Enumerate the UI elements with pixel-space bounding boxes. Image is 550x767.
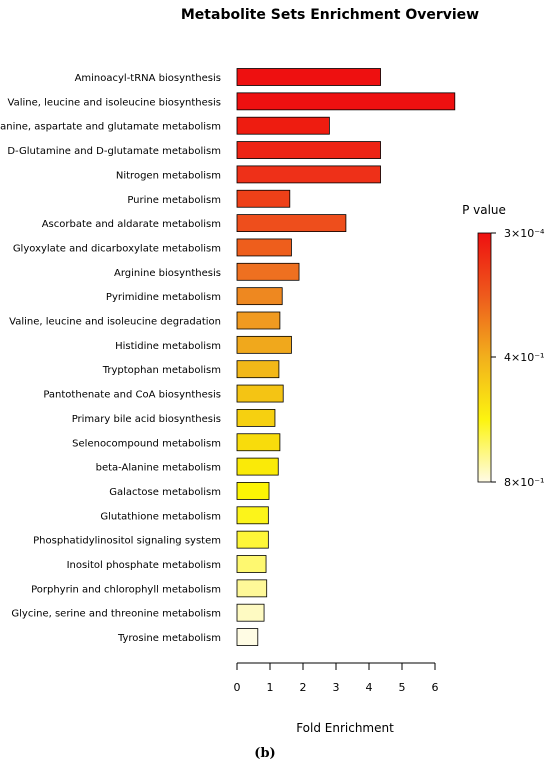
category-label: Glutathione metabolism xyxy=(100,511,221,522)
bar xyxy=(236,116,330,135)
category-labels: Aminoacyl-tRNA biosynthesis Valine, leuci… xyxy=(0,73,221,644)
category-label: Alanine, aspartate and glutamate metabol… xyxy=(0,122,221,133)
legend-tick-label: 8×10⁻¹ xyxy=(504,476,544,489)
chart-title: Metabolite Sets Enrichment Overview xyxy=(181,7,479,23)
category-label: Primary bile acid biosynthesis xyxy=(72,414,221,425)
category-label: Ascorbate and aldarate metabolism xyxy=(42,219,221,230)
category-label: Glycine, serine and threonine metabolism xyxy=(11,609,221,620)
bar xyxy=(236,165,381,184)
bar xyxy=(236,287,283,306)
category-label: Inositol phosphate metabolism xyxy=(67,560,221,571)
bar xyxy=(236,68,381,86)
category-label: Nitrogen metabolism xyxy=(116,170,221,181)
bar xyxy=(236,92,456,111)
category-label: Porphyrin and chlorophyll metabolism xyxy=(31,584,221,595)
bar xyxy=(236,384,284,403)
bar xyxy=(236,457,279,476)
bar xyxy=(236,603,265,622)
x-tick-label: 4 xyxy=(366,681,373,694)
category-label: Tryptophan metabolism xyxy=(102,365,221,376)
x-tick-label: 6 xyxy=(432,681,439,694)
legend-colorbar xyxy=(477,232,492,483)
bar xyxy=(236,214,347,233)
x-tick-label: 0 xyxy=(234,681,241,694)
bar xyxy=(236,311,281,330)
x-tick-label: 1 xyxy=(267,681,274,694)
x-axis-label: Fold Enrichment xyxy=(296,721,394,735)
x-tick-label: 2 xyxy=(300,681,307,694)
x-tick-label: 3 xyxy=(333,681,340,694)
category-label: Pyrimidine metabolism xyxy=(106,292,221,303)
legend-title: P value xyxy=(462,203,506,217)
category-label: Glyoxylate and dicarboxylate metabolism xyxy=(13,243,221,254)
bar xyxy=(236,506,269,525)
bars xyxy=(236,68,456,646)
bar xyxy=(236,579,268,598)
bar xyxy=(236,433,281,452)
bar xyxy=(236,335,292,354)
category-label: Tyrosine metabolism xyxy=(117,633,221,644)
category-label: Pantothenate and CoA biosynthesis xyxy=(43,390,221,401)
bar xyxy=(236,530,269,549)
bar xyxy=(236,141,381,159)
legend-tick-label: 3×10⁻⁴ xyxy=(504,227,545,240)
category-label: Valine, leucine and isoleucine degradati… xyxy=(9,317,221,328)
category-label: beta-Alanine metabolism xyxy=(96,463,221,474)
category-label: Arginine biosynthesis xyxy=(114,268,221,279)
category-label: Valine, leucine and isoleucine biosynthe… xyxy=(8,97,221,108)
bar xyxy=(236,408,276,427)
x-tick-label: 5 xyxy=(399,681,406,694)
bar xyxy=(236,189,291,208)
bar xyxy=(236,555,267,573)
bar xyxy=(236,238,292,257)
category-label: Purine metabolism xyxy=(127,195,221,206)
bar xyxy=(236,628,259,646)
bar xyxy=(236,262,300,281)
legend-ticks: 3×10⁻⁴ 4×10⁻¹ 8×10⁻¹ xyxy=(491,227,545,489)
figure-caption: (b) xyxy=(254,746,275,761)
category-label: Selenocompound metabolism xyxy=(72,438,221,449)
bar xyxy=(236,482,270,500)
category-label: Phosphatidylinositol signaling system xyxy=(33,536,221,547)
category-label: Aminoacyl-tRNA biosynthesis xyxy=(75,73,221,84)
category-label: Histidine metabolism xyxy=(115,341,221,352)
category-label: Galactose metabolism xyxy=(109,487,221,498)
category-label: D-Glutamine and D-glutamate metabolism xyxy=(7,146,221,157)
legend-tick-label: 4×10⁻¹ xyxy=(504,351,544,364)
bar xyxy=(236,360,280,379)
x-ticks: 0 1 2 3 4 5 6 xyxy=(234,663,439,694)
